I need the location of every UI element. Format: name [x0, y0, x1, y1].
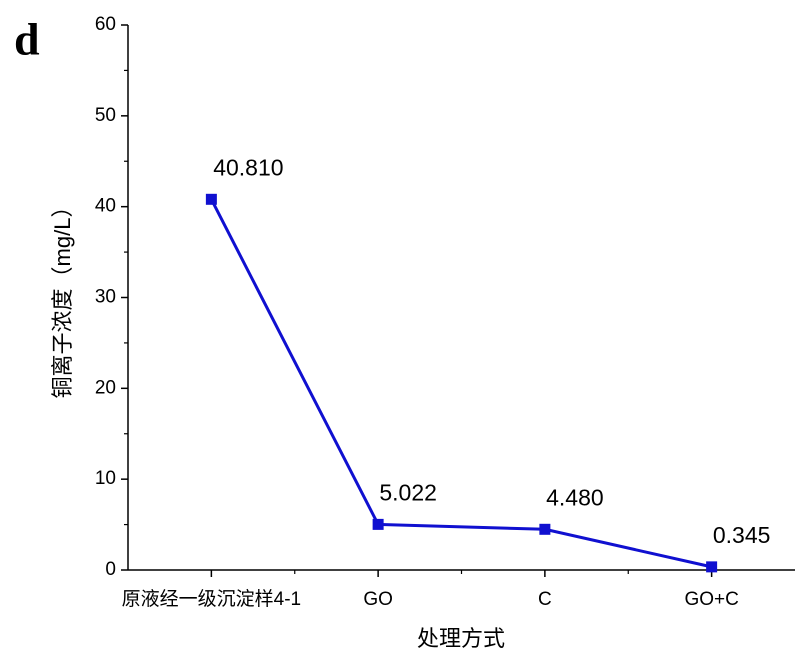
x-tick-label: GO: [363, 589, 393, 610]
value-label: 4.480: [546, 484, 604, 510]
x-tick-label: 原液经一级沉淀样4-1: [122, 588, 301, 610]
y-tick-label: 50: [95, 105, 116, 126]
y-axis-label: 铜离子浓度（mg/L）: [50, 196, 75, 399]
x-axis-label: 处理方式: [417, 626, 505, 651]
y-tick-label: 0: [105, 559, 116, 580]
point: [372, 518, 384, 530]
point: [706, 561, 718, 573]
value-label: 40.810: [213, 154, 283, 180]
panel-label: d: [14, 14, 40, 65]
y-tick-label: 20: [95, 377, 116, 398]
y-tick-label: 10: [95, 468, 116, 489]
y-tick-label: 30: [95, 287, 116, 308]
series-line: [210, 198, 712, 569]
x-tick-label: GO+C: [684, 589, 738, 610]
x-tick-label: C: [538, 589, 552, 610]
value-label: 5.022: [379, 479, 437, 505]
y-tick-label: 60: [95, 14, 116, 35]
point: [539, 523, 551, 535]
y-tick-label: 40: [95, 196, 116, 217]
point: [205, 193, 217, 205]
value-label: 0.345: [713, 522, 771, 548]
